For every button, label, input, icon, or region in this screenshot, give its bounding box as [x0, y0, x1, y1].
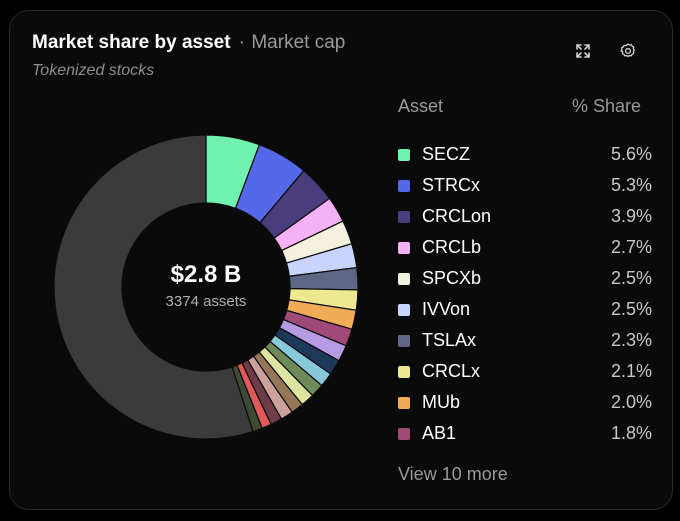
legend-share-value: 2.7% — [610, 237, 652, 257]
legend-item[interactable]: SECZ 5.6% — [396, 139, 652, 170]
legend-swatch — [398, 210, 410, 223]
legend-asset-name: AB1 — [422, 423, 457, 443]
legend-swatch — [398, 241, 410, 254]
category-label: Tokenized stocks — [32, 62, 155, 79]
donut-chart: $2.8 B 3374 assets — [53, 134, 359, 440]
legend-swatch — [398, 179, 410, 192]
settings-button[interactable] — [617, 40, 639, 62]
legend-item[interactable]: TSLAx 2.3% — [396, 325, 652, 356]
legend-item[interactable]: STRCx 5.3% — [396, 170, 652, 201]
legend-asset-name: MUb — [422, 392, 461, 412]
gear-icon — [620, 43, 635, 58]
legend-asset-name: IVVon — [422, 299, 471, 319]
legend-item[interactable]: CRCLx 2.1% — [396, 356, 652, 387]
metric-label: Market cap — [251, 32, 346, 53]
legend-item[interactable]: AB1 1.8% — [396, 418, 652, 449]
donut-slice-other[interactable] — [53, 134, 254, 440]
legend-list: SECZ 5.6% STRCx 5.3% CRCLon 3.9% CRCLb 2.7% SPCX… — [396, 139, 652, 449]
card-header: Market share by asset · Market cap — [32, 32, 345, 54]
legend-share-value: 2.5% — [610, 268, 652, 288]
legend-share-value: 1.8% — [610, 423, 652, 443]
legend-swatch — [398, 427, 410, 440]
legend-asset-name: STRCx — [422, 175, 480, 195]
legend-share-value: 2.3% — [610, 330, 652, 350]
donut-svg — [53, 134, 359, 440]
legend-item[interactable]: MUb 2.0% — [396, 387, 652, 418]
legend-share-value: 5.6% — [610, 144, 652, 164]
legend-share-value: 2.0% — [610, 392, 652, 412]
legend-swatch — [398, 396, 410, 409]
legend-header-asset: Asset — [398, 96, 444, 116]
legend-share-value: 5.3% — [610, 175, 652, 195]
legend-asset-name: CRCLx — [422, 361, 481, 381]
legend-share-value: 2.5% — [610, 299, 652, 319]
expand-button[interactable] — [572, 40, 594, 62]
legend-share-value: 3.9% — [610, 206, 652, 226]
legend-swatch — [398, 272, 410, 285]
card-title: Market share by asset — [32, 32, 231, 53]
view-more-link[interactable]: View 10 more — [398, 464, 508, 484]
market-share-card: Market share by asset · Market cap Tokeni… — [9, 10, 673, 510]
legend-swatch — [398, 365, 410, 378]
title-separator: · — [238, 32, 245, 53]
legend-item[interactable]: CRCLon 3.9% — [396, 201, 652, 232]
legend-asset-name: SPCXb — [422, 268, 482, 288]
legend-asset-name: SECZ — [422, 144, 471, 164]
legend-asset-name: CRCLb — [422, 237, 482, 257]
legend-item[interactable]: CRCLb 2.7% — [396, 232, 652, 263]
expand-icon — [576, 44, 590, 58]
legend-asset-name: TSLAx — [422, 330, 477, 350]
legend-swatch — [398, 334, 410, 347]
legend-item[interactable]: IVVon 2.5% — [396, 294, 652, 325]
legend-header-share: % Share — [571, 96, 641, 116]
legend-item[interactable]: SPCXb 2.5% — [396, 263, 652, 294]
legend-asset-name: CRCLon — [422, 206, 492, 226]
legend-share-value: 2.1% — [610, 361, 652, 381]
legend-swatch — [398, 303, 410, 316]
legend-swatch — [398, 148, 410, 161]
